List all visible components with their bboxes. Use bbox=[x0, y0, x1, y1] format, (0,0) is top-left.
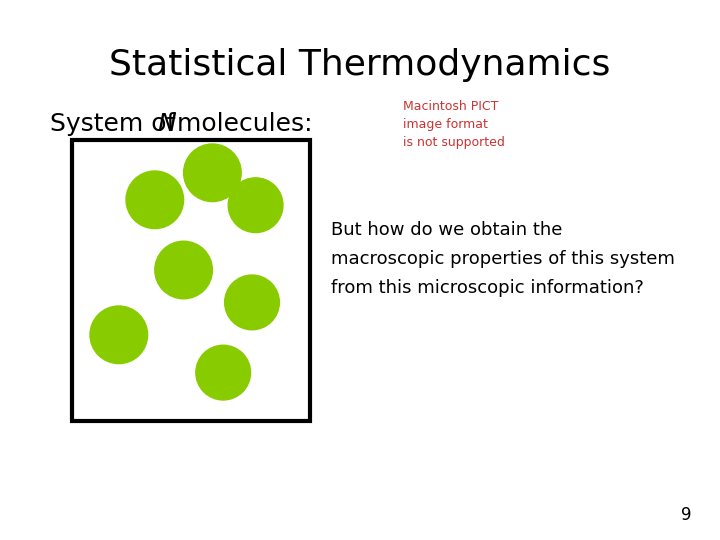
Ellipse shape bbox=[155, 241, 212, 299]
Ellipse shape bbox=[225, 275, 279, 330]
Ellipse shape bbox=[228, 178, 283, 233]
Ellipse shape bbox=[90, 306, 148, 363]
Text: Macintosh PICT
image format
is not supported: Macintosh PICT image format is not suppo… bbox=[403, 100, 505, 149]
Ellipse shape bbox=[184, 144, 241, 201]
Text: 9: 9 bbox=[680, 506, 691, 524]
Ellipse shape bbox=[196, 345, 251, 400]
Text: Statistical Thermodynamics: Statistical Thermodynamics bbox=[109, 48, 611, 82]
Bar bbox=[72, 140, 310, 421]
Ellipse shape bbox=[126, 171, 184, 228]
Text: N: N bbox=[157, 112, 176, 136]
Text: But how do we obtain the
macroscopic properties of this system
from this microsc: But how do we obtain the macroscopic pro… bbox=[331, 221, 675, 298]
Text: System of: System of bbox=[50, 112, 184, 136]
Text: molecules:: molecules: bbox=[169, 112, 312, 136]
